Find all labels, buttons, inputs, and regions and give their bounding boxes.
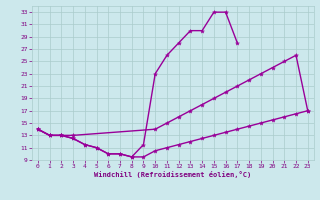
X-axis label: Windchill (Refroidissement éolien,°C): Windchill (Refroidissement éolien,°C) <box>94 171 252 178</box>
